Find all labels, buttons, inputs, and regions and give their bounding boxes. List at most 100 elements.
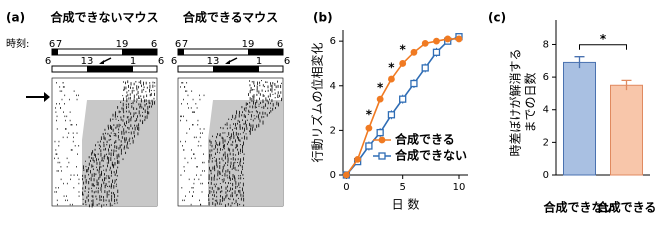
activity: [130, 116, 132, 119]
activity: [246, 136, 248, 140]
activity: [231, 202, 233, 205]
activity: [216, 191, 218, 194]
activity: [149, 82, 151, 84]
legend-label: 合成できる: [395, 132, 455, 147]
activity: [234, 158, 236, 161]
activity: [98, 187, 99, 190]
activity: [86, 196, 88, 199]
activity: [62, 136, 64, 139]
activity: [243, 177, 245, 180]
activity: [210, 172, 212, 175]
activity: [233, 162, 235, 166]
activity: [235, 199, 237, 203]
activity: [103, 135, 105, 140]
activity: [123, 128, 125, 132]
activity: [104, 173, 105, 176]
activity: [264, 112, 266, 115]
activity: [98, 158, 99, 161]
activity: [83, 169, 85, 172]
activity: [265, 97, 267, 101]
activity: [92, 150, 94, 154]
activity: [55, 187, 57, 189]
activity: [56, 115, 58, 118]
activity: [148, 99, 150, 104]
activity: [101, 183, 102, 188]
activity: [239, 148, 241, 153]
activity: [73, 187, 75, 189]
activity: [239, 182, 241, 184]
activity: [196, 174, 197, 176]
activity: [241, 170, 242, 174]
activity: [120, 118, 122, 121]
activity: [130, 86, 131, 89]
activity: [115, 150, 117, 152]
activity: [118, 160, 120, 164]
activity: [73, 90, 75, 92]
activity: [96, 203, 98, 207]
activity: [146, 86, 148, 89]
activity: [110, 135, 111, 138]
activity: [141, 106, 143, 109]
activity: [121, 144, 123, 146]
activity: [136, 124, 138, 128]
activity: [99, 147, 100, 150]
activity: [91, 203, 93, 208]
activity: [104, 128, 106, 131]
activity: [113, 185, 115, 189]
activity: [104, 190, 106, 194]
activity: [96, 158, 97, 162]
point: [399, 60, 407, 67]
activity: [147, 105, 149, 110]
activity: [96, 183, 98, 186]
activity: [220, 194, 221, 198]
activity: [116, 178, 117, 181]
activity: [189, 128, 190, 130]
activity: [237, 197, 239, 200]
activity: [200, 145, 202, 147]
activity: [234, 177, 236, 182]
activity: [217, 143, 219, 146]
activity: [66, 115, 68, 118]
activity: [127, 126, 129, 129]
activity: [92, 183, 94, 187]
activity: [154, 85, 156, 87]
x-tick-label: 10: [453, 182, 466, 193]
activity: [193, 182, 195, 185]
activity: [63, 111, 64, 113]
activity: [142, 122, 143, 125]
activity: [247, 102, 248, 105]
activity: [277, 80, 278, 83]
activity: [216, 151, 218, 153]
activity: [118, 147, 120, 150]
activity: [254, 117, 256, 120]
activity: [84, 174, 86, 179]
activity: [225, 186, 227, 190]
activity: [216, 178, 218, 181]
activity: [141, 89, 143, 94]
activity: [266, 81, 268, 83]
activity: [82, 187, 84, 190]
activity: [187, 161, 189, 164]
activity: [199, 136, 201, 139]
activity: [267, 95, 269, 98]
activity: [66, 182, 68, 185]
activity: [78, 195, 80, 197]
activity: [245, 102, 247, 106]
activity: [222, 159, 224, 162]
activity: [223, 144, 225, 147]
activity: [139, 105, 141, 109]
activity: [258, 105, 260, 107]
activity: [118, 119, 119, 121]
activity: [241, 114, 243, 117]
activity: [242, 144, 243, 149]
activity: [100, 152, 102, 157]
activity: [244, 127, 245, 132]
activity: [253, 115, 255, 117]
activity: [259, 111, 261, 115]
activity: [138, 81, 140, 84]
activity: [100, 145, 101, 148]
activity: [259, 119, 261, 123]
activity: [109, 144, 111, 148]
activity: [209, 186, 211, 189]
activity: [146, 115, 148, 119]
